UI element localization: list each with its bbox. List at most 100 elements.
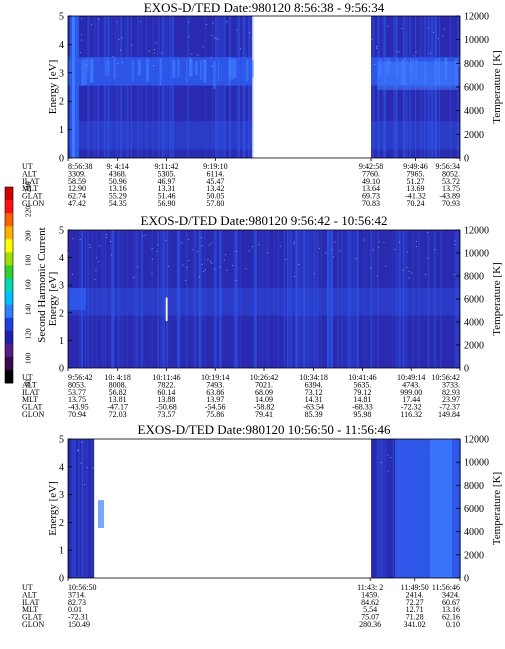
colorbar-swatch (5, 213, 13, 227)
spectrogram-stripe (176, 230, 178, 368)
y-right-axis-label: Temperature [K] (491, 472, 503, 545)
spectrogram-stripe (165, 16, 169, 158)
y-tick-label: 0 (59, 154, 64, 165)
y-axis-label: Energy [eV] (47, 272, 59, 326)
speckle (148, 50, 150, 52)
orbit-value: 10: 4:18 (104, 373, 130, 382)
y-right-tick-label: 8000 (464, 59, 484, 70)
y-tick-label: 5 (59, 435, 64, 446)
orbit-value: 3309. (68, 169, 86, 178)
chart-title: EXOS-D/TED Date:980120 9:56:42 - 10:56:4… (141, 213, 388, 228)
spectrogram-stripe (301, 230, 303, 368)
orbit-value: 4368. (109, 169, 127, 178)
y-right-tick-label: 12000 (464, 12, 489, 23)
orbit-value: 62.16 (442, 613, 460, 622)
speckle (142, 235, 144, 237)
y-tick-label: 5 (59, 12, 64, 23)
y-right-tick-label: 10000 (464, 35, 489, 46)
orbit-value: 60.67 (442, 598, 460, 607)
energy-band-texture (204, 59, 207, 80)
orbit-value: 71.28 (406, 613, 424, 622)
orbit-value: 5.54 (363, 605, 377, 614)
speckle (249, 32, 250, 34)
spectrogram-stripe (140, 230, 142, 368)
speckle (68, 253, 70, 254)
spectrogram-stripe (242, 16, 244, 158)
spectrogram-stripe (160, 230, 163, 368)
speckle (91, 24, 92, 26)
spectrogram-stripe (392, 439, 394, 578)
colorbar-swatch (5, 369, 13, 384)
speckle (81, 34, 83, 35)
speckle (376, 45, 378, 47)
spectrogram-stripe (217, 16, 219, 158)
orbit-value: 7965. (407, 169, 425, 178)
spectrogram-stripe (427, 230, 430, 368)
speckle (219, 266, 221, 268)
chart-title: EXOS-D/TED Date:980120 8:56:38 - 9:56:34 (144, 0, 385, 15)
spectrogram-stripe (170, 16, 173, 158)
orbit-value: 72.03 (109, 410, 127, 419)
energy-band-texture (145, 58, 150, 82)
spectrogram-stripe (68, 16, 70, 158)
speckle (197, 250, 199, 252)
speckle (107, 57, 109, 59)
orbit-value: -68.33 (352, 403, 373, 412)
spectrogram-stripe (83, 439, 85, 578)
speckle (427, 232, 429, 233)
spectrogram-stripe (234, 230, 237, 368)
spectrogram-stripe (121, 230, 124, 368)
y-right-tick-label: 10000 (464, 249, 489, 260)
spectrogram-stripe (176, 230, 180, 368)
speckle (121, 61, 123, 63)
spectrogram-stripe (239, 230, 242, 368)
spectrogram-stripe (381, 439, 383, 578)
speckle (206, 24, 207, 25)
orbit-value: 53.77 (68, 388, 86, 397)
colorbar-tick-label: 120 (24, 328, 33, 340)
speckle (81, 441, 83, 443)
energy-band-texture (137, 59, 142, 76)
spectrogram-stripe (277, 230, 280, 368)
orbit-value: 13.69 (407, 184, 425, 193)
colorbar-frame (4, 186, 14, 384)
orbit-value: 6114. (207, 169, 225, 178)
spectrogram-stripe (136, 230, 139, 368)
speckle (144, 234, 146, 236)
speckle (333, 256, 334, 258)
spectrogram-stripe (373, 230, 375, 368)
spectrogram-stripe (91, 439, 93, 578)
spectrogram-stripe (81, 439, 83, 578)
speckle (210, 260, 212, 262)
speckle (84, 484, 86, 486)
energy-band-texture (194, 60, 198, 76)
speckle (207, 259, 209, 261)
orbit-value: 85.39 (305, 410, 323, 419)
speckle (192, 249, 194, 251)
spectrogram-stripe (108, 16, 110, 158)
speckle (236, 29, 238, 31)
spectrogram-stripe (171, 16, 175, 158)
spectrogram-stripe (384, 439, 386, 578)
orbit-row-label: UT (22, 373, 33, 382)
orbit-value: 9:49:46 (403, 162, 427, 171)
speckle (437, 38, 439, 40)
y-tick-label: 1 (59, 336, 64, 347)
y-tick-label: 2 (59, 518, 64, 529)
spectrogram-stripe (313, 230, 316, 368)
spectrogram-stripe (111, 230, 115, 368)
speckle (415, 246, 417, 247)
spectrogram-stripe (157, 16, 159, 158)
spectrogram-stripe (119, 16, 122, 158)
orbit-value: 2414. (406, 590, 424, 599)
spectrogram-stripe (110, 16, 113, 158)
spectrogram-stripe (163, 230, 165, 368)
speckle (77, 449, 79, 451)
orbit-value: 13.16 (109, 184, 127, 193)
panel-1: EXOS-D/TED Date:980120 8:56:38 - 9:56:34… (22, 0, 503, 208)
orbit-value: 7021. (255, 380, 273, 389)
spectrogram-stripe (288, 230, 291, 368)
panel-3: EXOS-D/TED Date:980120 10:56:50 - 11:56:… (22, 422, 503, 629)
spectrogram-stripe (186, 16, 189, 158)
speckle (201, 237, 203, 238)
